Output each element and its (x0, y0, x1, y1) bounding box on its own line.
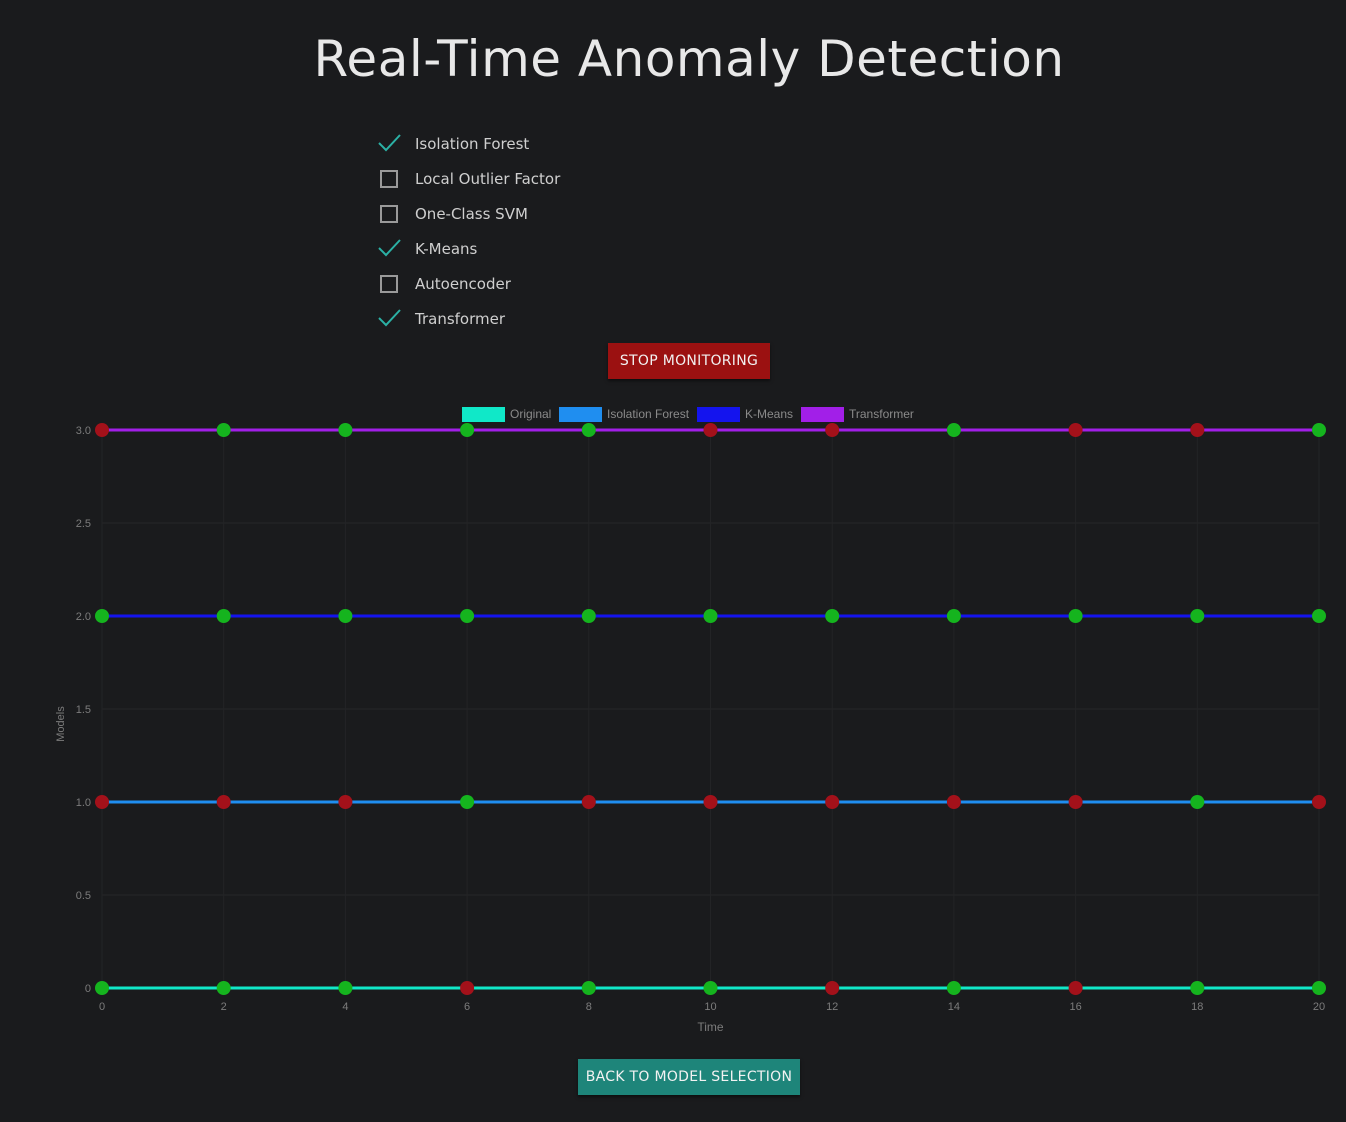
page-title: Real-Time Anomaly Detection (313, 30, 1065, 88)
normal-point (825, 609, 840, 623)
y-tick-label: 0.5 (76, 890, 91, 902)
normal-point (216, 609, 231, 623)
legend-label: K-Means (745, 407, 793, 421)
anomaly-point (1190, 423, 1205, 437)
anomaly-point (825, 981, 840, 995)
model-option[interactable]: One-Class SVM (378, 196, 560, 231)
normal-point (581, 609, 596, 623)
model-option-label: Isolation Forest (415, 134, 530, 153)
anomaly-point (1068, 981, 1083, 995)
normal-point (703, 609, 718, 623)
legend-swatch (462, 407, 505, 422)
checkmark-icon[interactable] (378, 238, 401, 260)
anomaly-point (703, 423, 718, 437)
back-to-model-selection-button[interactable]: BACK TO MODEL SELECTION (578, 1059, 800, 1095)
x-tick-label: 8 (586, 1001, 592, 1013)
anomaly-point (216, 795, 231, 809)
normal-point (460, 609, 475, 623)
normal-point (1190, 981, 1205, 995)
normal-point (1312, 981, 1326, 995)
y-tick-label: 3.0 (76, 425, 91, 437)
normal-point (1190, 795, 1205, 809)
x-tick-label: 10 (704, 1001, 716, 1013)
x-tick-label: 20 (1313, 1001, 1325, 1013)
x-axis-title: Time (697, 1020, 724, 1034)
anomaly-point (95, 423, 109, 437)
x-tick-label: 2 (221, 1001, 227, 1013)
legend-label: Transformer (849, 407, 914, 421)
legend-swatch (697, 407, 740, 422)
normal-point (581, 423, 596, 437)
normal-point (95, 609, 109, 623)
anomaly-point (460, 981, 475, 995)
legend-swatch (801, 407, 844, 422)
stop-monitoring-button[interactable]: STOP MONITORING (608, 343, 770, 379)
x-tick-label: 12 (826, 1001, 838, 1013)
model-option[interactable]: Autoencoder (378, 266, 560, 301)
model-option[interactable]: Local Outlier Factor (378, 161, 560, 196)
model-option-label: One-Class SVM (415, 204, 528, 223)
x-tick-label: 6 (464, 1001, 470, 1013)
x-tick-label: 16 (1069, 1001, 1081, 1013)
x-tick-label: 0 (99, 1001, 105, 1013)
y-axis-title: Models (55, 706, 67, 742)
normal-point (946, 423, 961, 437)
normal-point (460, 423, 475, 437)
model-checkbox-list: Isolation Forest Local Outlier Factor One-… (378, 126, 560, 336)
normal-point (581, 981, 596, 995)
legend-label: Isolation Forest (607, 407, 690, 421)
legend-swatch (559, 407, 602, 422)
checkmark-icon[interactable] (378, 308, 401, 330)
x-tick-label: 4 (342, 1001, 348, 1013)
model-option-label: Transformer (415, 309, 506, 328)
anomaly-point (1068, 423, 1083, 437)
normal-point (338, 423, 353, 437)
normal-point (338, 609, 353, 623)
x-tick-label: 14 (948, 1001, 960, 1013)
normal-point (460, 795, 475, 809)
model-option-label: Autoencoder (415, 274, 511, 293)
normal-point (1312, 423, 1326, 437)
normal-point (946, 981, 961, 995)
normal-point (216, 423, 231, 437)
anomaly-point (1312, 795, 1326, 809)
checkbox-icon[interactable] (380, 204, 398, 223)
anomaly-point (703, 795, 718, 809)
model-option[interactable]: Transformer (378, 301, 560, 336)
model-option[interactable]: Isolation Forest (378, 126, 560, 161)
x-tick-label: 18 (1191, 1001, 1203, 1013)
normal-point (338, 981, 353, 995)
y-tick-label: 2.0 (76, 611, 91, 623)
anomaly-point (581, 795, 596, 809)
normal-point (95, 981, 109, 995)
checkmark-icon[interactable] (378, 133, 401, 155)
model-option[interactable]: K-Means (378, 231, 560, 266)
checkbox-icon[interactable] (380, 274, 398, 293)
anomaly-point (95, 795, 109, 809)
legend-label: Original (510, 407, 551, 421)
normal-point (703, 981, 718, 995)
y-tick-label: 1.0 (76, 797, 91, 809)
model-option-label: Local Outlier Factor (415, 169, 561, 188)
checkbox-icon[interactable] (380, 169, 398, 188)
model-option-label: K-Means (415, 239, 478, 258)
anomaly-point (825, 423, 840, 437)
y-tick-label: 1.5 (76, 704, 91, 716)
anomaly-point (825, 795, 840, 809)
normal-point (946, 609, 961, 623)
normal-point (1068, 609, 1083, 623)
normal-point (1312, 609, 1326, 623)
normal-point (216, 981, 231, 995)
y-tick-label: 2.5 (76, 518, 91, 530)
anomaly-point (1068, 795, 1083, 809)
anomaly-chart: 0 0.5 1.0 1.5 2.0 2.5 3.0 0 2 4 6 8 10 12 14 16 18 20 Time… (55, 407, 1326, 1034)
normal-point (1190, 609, 1205, 623)
y-tick-label: 0 (85, 983, 91, 995)
anomaly-point (338, 795, 353, 809)
anomaly-point (946, 795, 961, 809)
